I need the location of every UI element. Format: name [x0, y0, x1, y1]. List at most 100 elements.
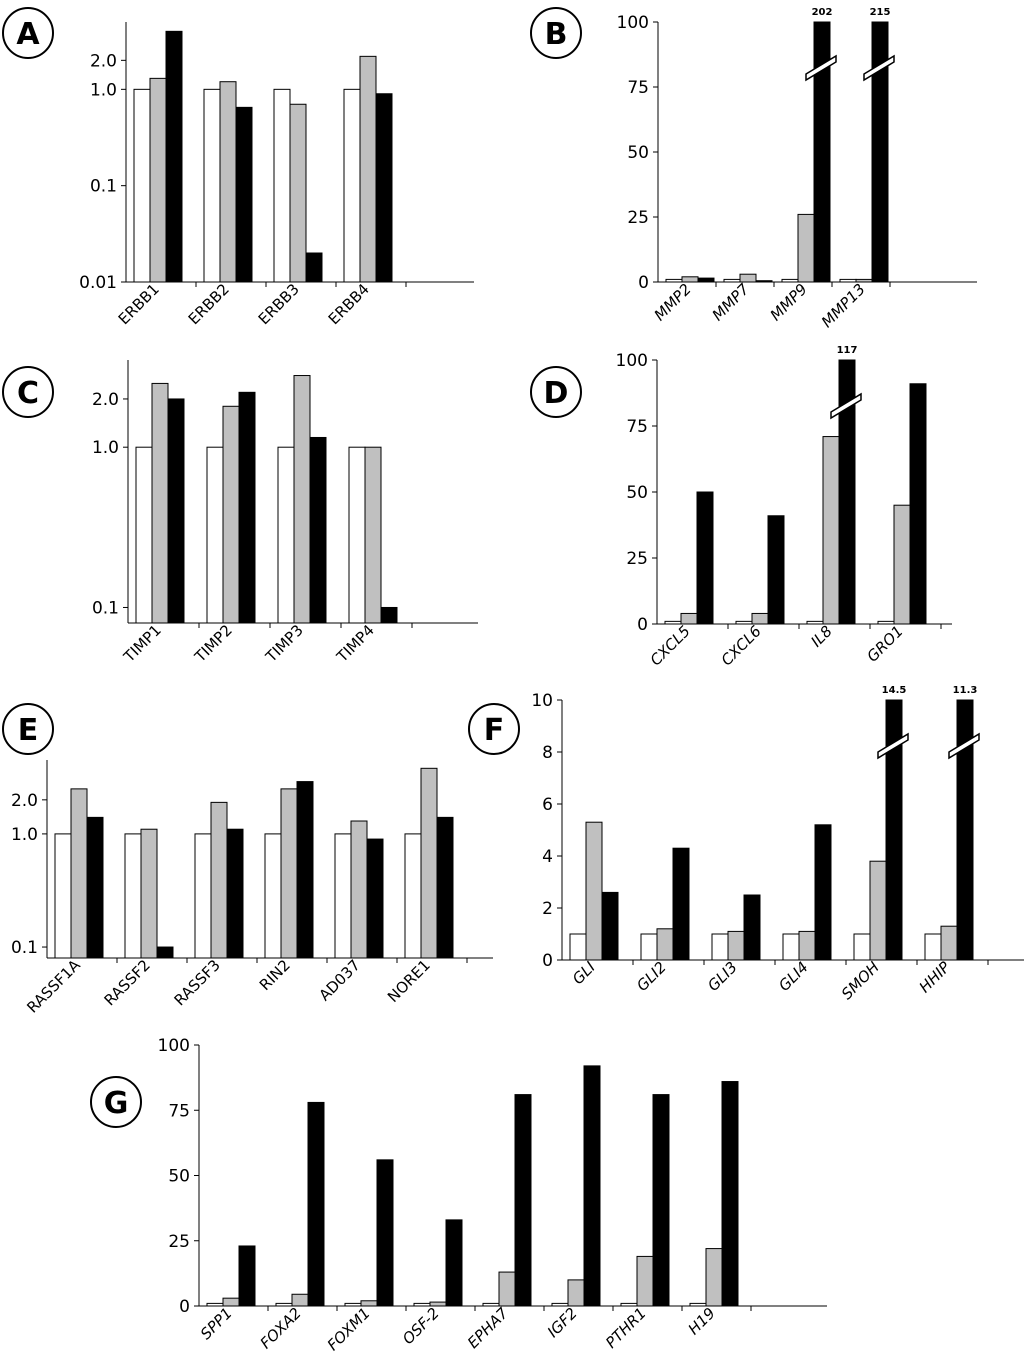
axis-break-mark: [863, 54, 895, 82]
bar-timp1-s3: [167, 398, 185, 624]
panel-a-circle: [2, 7, 54, 59]
bar-mmp2-s3: [697, 277, 715, 283]
y-tick-label: 75: [168, 1101, 190, 1121]
category-label: MMP13: [818, 280, 869, 331]
bar-gli3-s1: [711, 933, 729, 961]
bar-pthr1-s3: [652, 1094, 670, 1307]
bar-timp4-s2: [364, 446, 382, 624]
bar-spp1-s3: [238, 1245, 256, 1307]
y-tick-label: 25: [168, 1232, 190, 1252]
bar-hhip-s1: [924, 933, 942, 961]
y-tick-label: 0.01: [79, 273, 117, 293]
bar-il8-s3: [838, 359, 856, 625]
bar-gli4-s2: [798, 930, 816, 961]
bar-gli4-s3: [814, 824, 832, 961]
category-label: H19: [685, 1304, 719, 1338]
bar-rassf1a-s3: [86, 816, 104, 959]
category-label: TIMP3: [261, 621, 306, 666]
panel-f-letter: F: [484, 713, 505, 748]
axis-break-mark: [877, 732, 909, 760]
axis-break-mark: [830, 392, 862, 420]
category-label: MMP2: [651, 280, 695, 324]
bar-epha7-s2: [498, 1271, 516, 1307]
bar-erbb3-s3: [305, 252, 323, 283]
bar-osf-2-s3: [445, 1219, 463, 1307]
category-label: ERBB1: [115, 280, 163, 328]
y-tick-label: 0: [179, 1297, 190, 1317]
bar-rassf3-s1: [194, 833, 212, 959]
bar-h19-s3: [721, 1081, 739, 1307]
y-tick-label: 50: [168, 1167, 190, 1187]
panel-c-circle: [2, 366, 54, 418]
category-label: GLI3: [704, 958, 741, 995]
bar-mmp9-s2: [797, 213, 815, 283]
y-tick-label: 50: [627, 143, 649, 163]
bar-erbb3-s2: [289, 103, 307, 283]
bar-hhip-s2: [940, 925, 958, 961]
bar-timp2-s2: [222, 405, 240, 624]
panel-e-letter: E: [18, 713, 39, 748]
category-label: HHIP: [916, 957, 955, 996]
bar-nore1-s2: [420, 767, 438, 959]
bar-gli3-s3: [743, 894, 761, 961]
panel-c-letter: C: [17, 376, 39, 411]
break-value-label: 215: [870, 7, 891, 18]
y-tick-label: 2.0: [11, 791, 38, 811]
category-label: EPHA7: [464, 1304, 512, 1352]
bar-rin2-s1: [264, 833, 282, 959]
category-label: SPP1: [197, 1304, 236, 1343]
bar-gli4-s1: [782, 933, 800, 961]
bar-erbb2-s1: [203, 88, 221, 283]
y-tick-label: 75: [626, 417, 648, 437]
category-label: IL8: [807, 622, 836, 651]
panel-f: F 0 2 4 6 8 10 GLI GLI2 GLI3 GLI4 14.5 SMOH 11.3 HHIP: [468, 685, 1024, 1003]
panel-g-circle: [90, 1076, 142, 1128]
y-tick-label: 75: [627, 78, 649, 98]
bar-timp3-s1: [277, 446, 295, 624]
bar-mmp9-s3: [813, 21, 831, 283]
bar-timp4-s3: [380, 606, 398, 624]
bar-timp1-s1: [135, 446, 153, 624]
y-tick-label: 10: [531, 691, 553, 711]
bar-foxm1-s2: [360, 1300, 378, 1307]
break-value-label: 117: [837, 345, 858, 356]
bar-osf-2-s2: [429, 1301, 447, 1307]
bar-smoh-s1: [853, 933, 871, 961]
category-label: GLI2: [633, 958, 670, 995]
category-label: RASSF2: [101, 956, 154, 1009]
y-tick-label: 0.1: [90, 177, 117, 197]
bar-h19-s2: [705, 1248, 723, 1307]
category-label: RASSF1A: [23, 956, 84, 1017]
axis-break-mark: [948, 732, 980, 760]
bar-rin2-s2: [280, 788, 298, 959]
bar-erbb3-s1: [273, 88, 291, 283]
panel-e: E 0.1 1.0 2.0 RASSF1A RASSF2 RASSF3 RIN2 AD037 NO…: [2, 703, 493, 1017]
bar-erbb1-s2: [149, 77, 167, 283]
bar-rassf2-s1: [124, 833, 142, 959]
category-label: PTHR1: [602, 1304, 650, 1352]
y-tick-label: 1.0: [90, 80, 117, 100]
category-label: ERBB3: [255, 280, 303, 328]
category-label: MMP9: [767, 280, 811, 324]
bar-timp2-s1: [206, 446, 224, 624]
bar-rin2-s3: [296, 781, 314, 959]
bar-rassf2-s2: [140, 828, 158, 959]
bar-mmp7-s2: [739, 273, 757, 283]
category-label: AD037: [315, 956, 363, 1004]
y-tick-label: 2: [542, 899, 553, 919]
bar-erbb1-s1: [133, 88, 151, 283]
bar-ad037-s1: [334, 833, 352, 959]
category-label: MMP7: [709, 280, 753, 324]
break-value-label: 202: [812, 7, 833, 18]
panel-a: A 0.01 0.1 1.0 2.0 ERBB1 ERBB2 ERBB3 ERBB4: [2, 7, 474, 328]
y-tick-label: 0.1: [11, 938, 38, 958]
y-tick-label: 0: [542, 951, 553, 971]
y-tick-label: 100: [158, 1036, 190, 1056]
bar-timp1-s2: [151, 382, 169, 624]
bar-foxa2-s2: [291, 1293, 309, 1307]
bar-ad037-s3: [366, 838, 384, 959]
bar-erbb2-s3: [235, 106, 253, 283]
category-label: TIMP1: [119, 621, 164, 666]
